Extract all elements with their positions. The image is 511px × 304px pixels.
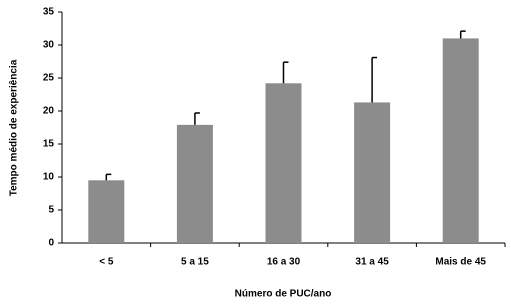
y-tick-label: 25 xyxy=(43,73,55,84)
x-tick-label: < 5 xyxy=(99,257,114,268)
x-tick-label: Mais de 45 xyxy=(435,257,486,268)
y-tick-label: 5 xyxy=(48,205,54,216)
y-tick-label: 35 xyxy=(43,7,55,18)
error-bar xyxy=(282,61,289,84)
x-tick-label: 5 a 15 xyxy=(181,257,209,268)
y-tick-label: 0 xyxy=(48,238,54,249)
error-bar xyxy=(371,56,378,103)
x-tick-label: 31 a 45 xyxy=(355,257,389,268)
y-tick-label: 20 xyxy=(43,106,55,117)
x-axis-title: Número de PUC/ano xyxy=(235,289,332,300)
x-tick-label: 16 a 30 xyxy=(267,257,301,268)
error-bar xyxy=(105,173,112,181)
bar xyxy=(88,180,125,243)
bar xyxy=(265,83,302,243)
y-axis-title: Tempo médio de experiência xyxy=(9,59,20,196)
bar xyxy=(354,102,391,243)
y-tick-label: 15 xyxy=(43,139,55,150)
bar xyxy=(176,124,213,243)
bar xyxy=(442,38,479,244)
y-tick-label: 10 xyxy=(43,172,55,183)
error-bar xyxy=(459,30,466,39)
error-bar xyxy=(194,112,200,125)
y-tick-label: 30 xyxy=(43,40,55,51)
